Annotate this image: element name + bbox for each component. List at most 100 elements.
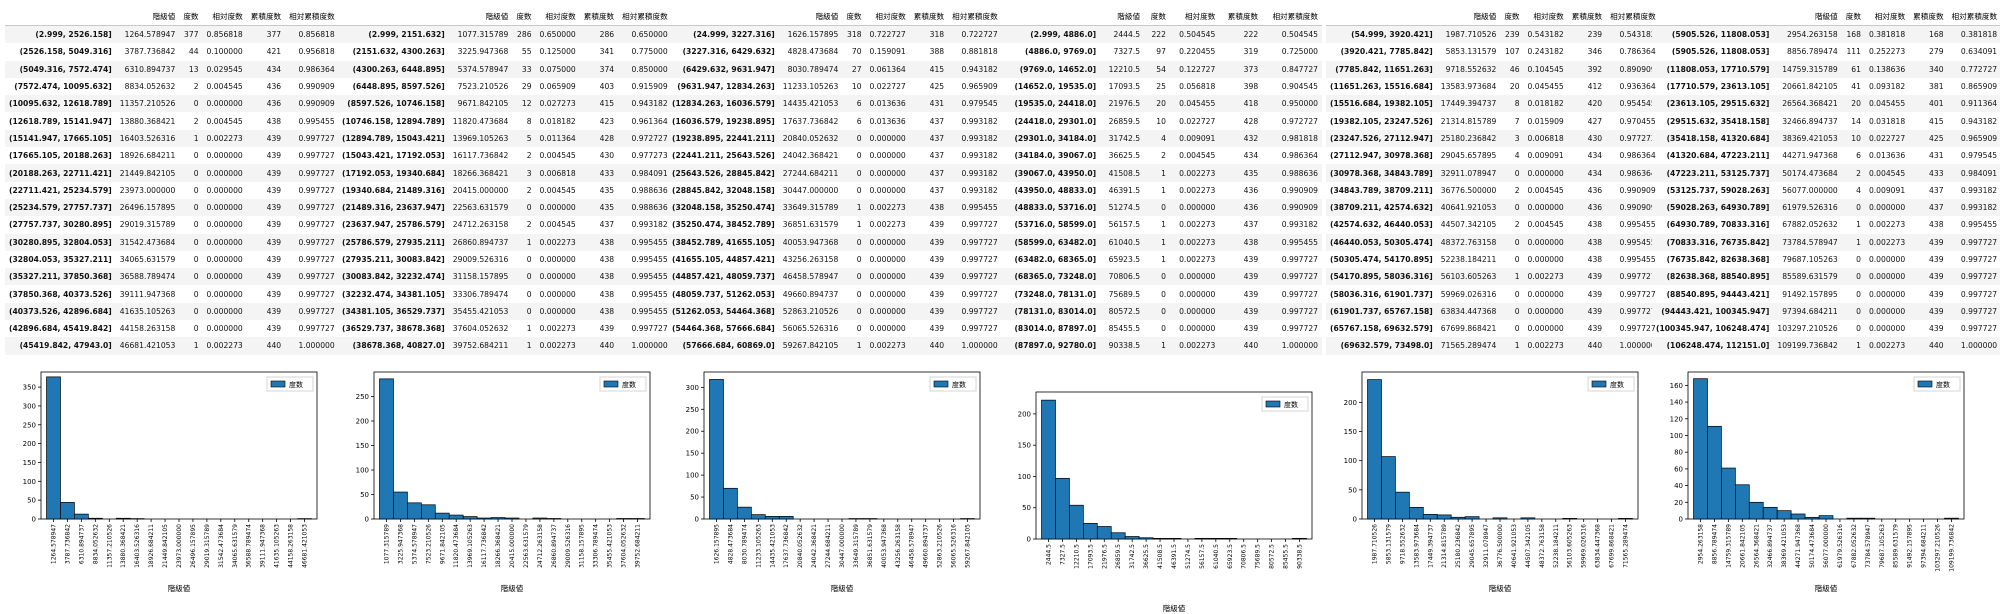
table-cell: 0.650000 bbox=[618, 26, 672, 44]
table-cell: 403 bbox=[580, 78, 618, 95]
table-cell: 4828.473684 bbox=[779, 43, 843, 60]
table-cell: 44158.263158 bbox=[116, 320, 180, 337]
table-cell: 7523.210526 bbox=[449, 78, 513, 95]
table-cell: 0.093182 bbox=[1865, 78, 1909, 95]
table-cell: 239 bbox=[1568, 26, 1606, 44]
histogram-bar bbox=[1521, 518, 1535, 519]
table-cell: 1264.578947 bbox=[116, 26, 180, 44]
x-tick-label: 18926.684211 bbox=[148, 524, 155, 568]
table-cell: 0.022727 bbox=[1170, 112, 1219, 129]
table-cell: 14435.421053 bbox=[779, 95, 843, 112]
x-tick-label: 5374.578947 bbox=[411, 524, 418, 564]
table-cell: 0.015909 bbox=[1524, 112, 1568, 129]
x-tick-label: 3225.947368 bbox=[397, 524, 404, 564]
table-cell: 0.997727 bbox=[1948, 251, 2000, 268]
bin-range-cell: (22711.421, 25234.579] bbox=[5, 182, 116, 199]
table-cell: 438 bbox=[580, 234, 618, 251]
table-cell: 2954.263158 bbox=[1773, 26, 1841, 44]
bin-range-cell: (32048.158, 35250.474] bbox=[668, 199, 779, 216]
table-cell: 33306.789474 bbox=[449, 285, 513, 302]
table-cell: 0.000000 bbox=[203, 234, 247, 251]
bin-range-cell: (48059.737, 51262.053] bbox=[668, 285, 779, 302]
table-cell: 0.002273 bbox=[536, 320, 580, 337]
table-cell: 373 bbox=[1219, 61, 1262, 78]
x-tick-label: 39111.947368 bbox=[260, 524, 267, 568]
table-cell: 0.650000 bbox=[536, 26, 580, 44]
table-cell: 0.543182 bbox=[1524, 26, 1568, 44]
table-cell: 434 bbox=[247, 61, 285, 78]
table-cell: 436 bbox=[247, 78, 285, 95]
table-cell: 0.104545 bbox=[1524, 61, 1568, 78]
table-cell: 0.984091 bbox=[1948, 164, 2000, 181]
histogram-bar bbox=[88, 518, 102, 519]
table-cell: 0.056818 bbox=[1170, 78, 1219, 95]
table-cell: 318 bbox=[842, 26, 865, 44]
table-cell: 11357.210526 bbox=[116, 95, 180, 112]
histogram-bar bbox=[1042, 400, 1056, 539]
column-header: 累積度数 bbox=[247, 8, 285, 26]
x-tick-label: 71565.289474 bbox=[1623, 524, 1630, 568]
table-cell: 0.995455 bbox=[618, 303, 672, 320]
histogram-bar bbox=[710, 379, 724, 519]
frequency-table: 階級値度数相対度数累積度数相対累積度数(54.999, 3920.421]198… bbox=[1326, 8, 1660, 355]
table-cell: 29019.315789 bbox=[116, 216, 180, 233]
table-cell: 3 bbox=[1500, 130, 1523, 147]
table-cell: 0.997727 bbox=[285, 182, 339, 199]
table-cell: 0.000000 bbox=[1524, 234, 1568, 251]
table-cell: 168 bbox=[1909, 26, 1947, 44]
table-cell: 8 bbox=[512, 112, 535, 129]
table-cell: 67699.868421 bbox=[1437, 320, 1501, 337]
table-cell: 0.943182 bbox=[618, 95, 672, 112]
table-cell: 1 bbox=[1144, 234, 1170, 251]
x-tick-label: 38369.421053 bbox=[1781, 524, 1788, 568]
table-cell: 50174.473684 bbox=[1773, 164, 1841, 181]
bin-range-cell: (16036.579, 19238.895] bbox=[668, 112, 779, 129]
table-cell: 0.986364 bbox=[285, 61, 339, 78]
x-tick-label: 23973.000000 bbox=[176, 524, 183, 568]
table-cell: 1 bbox=[842, 216, 865, 233]
table-cell: 0 bbox=[1144, 320, 1170, 337]
table-cell: 9718.552632 bbox=[1437, 61, 1501, 78]
legend-swatch bbox=[271, 381, 285, 387]
histogram-bar bbox=[1945, 518, 1959, 519]
table-cell: 0.004545 bbox=[536, 182, 580, 199]
table-cell: 0.997727 bbox=[285, 251, 339, 268]
table-cell: 0.993182 bbox=[948, 147, 1002, 164]
bin-range-cell: (41655.105, 44857.421] bbox=[668, 251, 779, 268]
table-cell: 55 bbox=[512, 43, 535, 60]
histogram-bar bbox=[1749, 502, 1763, 519]
bin-range-cell: (54464.368, 57666.684] bbox=[668, 320, 779, 337]
table-cell: 0.000000 bbox=[1170, 285, 1219, 302]
table-cell: 1077.315789 bbox=[449, 26, 513, 44]
table-cell: 1.000000 bbox=[285, 337, 339, 354]
x-tick-label: 67699.868421 bbox=[1609, 524, 1616, 568]
table-cell: 0.965909 bbox=[948, 78, 1002, 95]
table-cell: 388 bbox=[910, 43, 948, 60]
table-cell: 97 bbox=[1144, 43, 1170, 60]
bin-range-cell: (39067.0, 43950.0] bbox=[1000, 164, 1100, 181]
column-header: 階級値 bbox=[779, 8, 843, 26]
bin-range-cell: (42896.684, 45419.842] bbox=[5, 320, 116, 337]
table-cell: 0.000000 bbox=[866, 234, 910, 251]
x-tick-label: 26496.157895 bbox=[190, 524, 197, 568]
table-cell: 20 bbox=[1144, 95, 1170, 112]
table-cell: 0 bbox=[1500, 199, 1523, 216]
table-cell: 0 bbox=[179, 234, 202, 251]
y-tick-label: 80 bbox=[1674, 449, 1683, 457]
y-tick-label: 100 bbox=[1018, 473, 1031, 481]
table-cell: 439 bbox=[1909, 251, 1947, 268]
bin-range-cell: (3227.316, 6429.632] bbox=[668, 43, 779, 60]
bin-range-cell: (76735.842, 82638.368] bbox=[1652, 251, 1773, 268]
table-cell: 39752.684211 bbox=[449, 337, 513, 354]
